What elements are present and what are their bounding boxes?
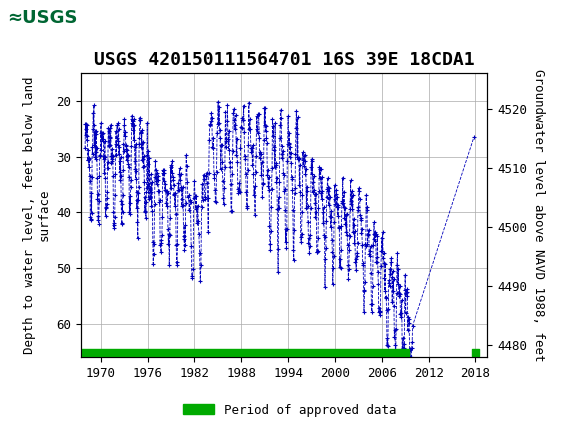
Y-axis label: Groundwater level above NAVD 1988, feet: Groundwater level above NAVD 1988, feet [532,69,545,361]
Legend: Period of approved data: Period of approved data [178,399,402,421]
Bar [3,3,78,32]
Y-axis label: Depth to water level, feet below land
surface: Depth to water level, feet below land su… [23,76,51,354]
Title: USGS 420150111564701 16S 39E 18CDA1: USGS 420150111564701 16S 39E 18CDA1 [94,51,474,69]
Text: ≈USGS: ≈USGS [7,9,78,27]
